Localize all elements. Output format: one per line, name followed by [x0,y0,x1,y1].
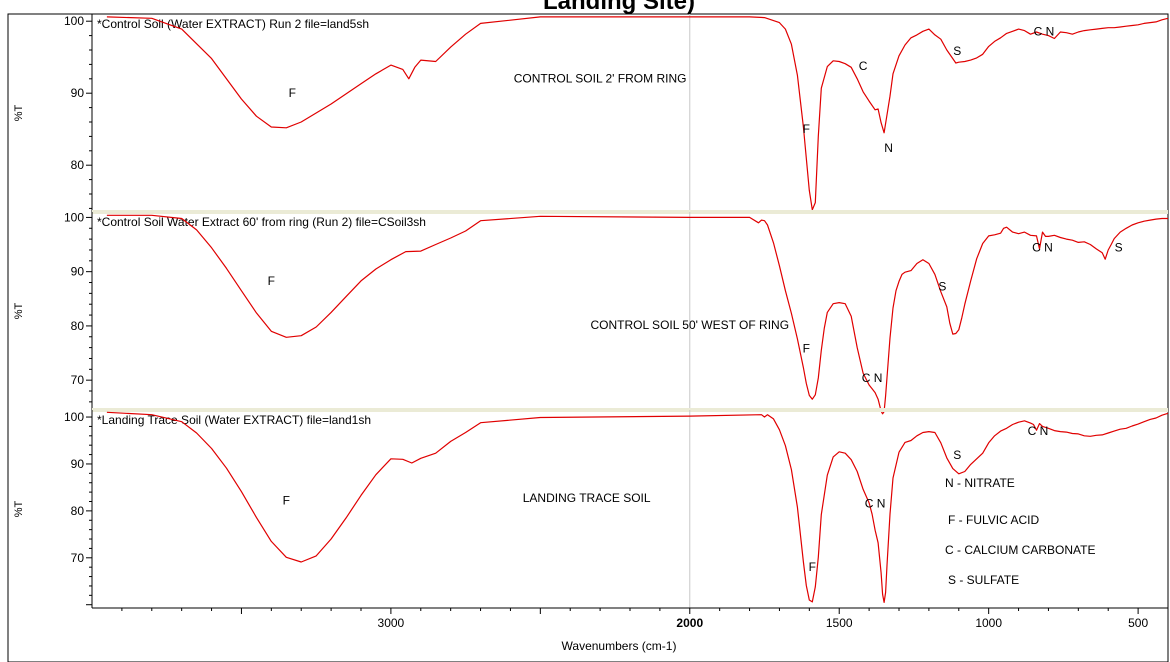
peak-annotation: C [859,59,868,73]
y-tick-label: 100 [64,210,84,224]
panel-landing-trace: 100 90 80 70 %T *Landing Trace Soil (Water EX… [13,408,1169,608]
y-tick-label: 90 [71,457,85,471]
panel-separator [92,408,1168,412]
peak-annotation: S [1115,241,1123,255]
peak-annotation: C N [865,497,886,511]
spectrum-trace [106,214,1168,415]
peak-annotation: S [953,448,961,462]
y-tick-label: 70 [71,373,85,387]
y-tick-label: 80 [71,158,85,172]
peak-annotation: F [283,493,290,507]
peak-annotation: N [884,141,893,155]
peak-annotation: F [289,86,296,100]
peak-annotation: C N [862,371,883,385]
y-tick-label: 100 [64,14,84,28]
chart-border [7,13,1169,662]
peak-annotation: S [938,280,946,294]
chart-title: Landing Site) [543,0,695,15]
spectrum-trace [106,411,1169,604]
y-tick-label: 80 [71,504,85,518]
y-axis-label: %T [13,302,25,319]
y-tick-label: 90 [71,265,85,279]
sample-label: CONTROL SOIL 50' WEST OF RING [591,318,790,332]
peak-annotation: C N [1032,241,1053,255]
panels: 100 90 80 %T *Control Soil (Water EXTRACT) R… [13,14,1169,608]
x-tick-label: 2000 [676,616,703,630]
y-tick-label: 100 [64,410,84,424]
x-tick-label: 1000 [975,616,1002,630]
sample-label: LANDING TRACE SOIL [523,491,651,505]
legend-item: S - SULFATE [948,573,1019,587]
panel-header: *Control Soil Water Extract 60' from rin… [97,215,426,229]
y-tick-label: 90 [71,86,85,100]
x-tick-label: 3000 [378,616,405,630]
legend-item: F - FULVIC ACID [948,513,1039,527]
x-tick-label: 500 [1128,616,1148,630]
panel-header: *Landing Trace Soil (Water EXTRACT) file… [97,413,371,427]
legend: N - NITRATE F - FULVIC ACID C - CALCIUM CA… [945,476,1095,587]
panel-control-50ft: 100 90 80 70 %T *Control Soil Water Extract 6… [13,210,1168,415]
peak-annotation: C N [1034,25,1055,39]
panel-header: *Control Soil (Water EXTRACT) Run 2 file… [97,17,369,31]
chart-frame [7,13,1169,662]
x-axis-label: Wavenumbers (cm-1) [562,639,677,653]
x-tick-label: 1500 [826,616,853,630]
sample-label: CONTROL SOIL 2' FROM RING [514,71,687,85]
peak-annotation: F [268,274,275,288]
peak-annotation: F [803,341,810,355]
legend-item: C - CALCIUM CARBONATE [945,543,1095,557]
y-axis-label: %T [13,500,25,517]
panel-separator [92,210,1168,214]
peak-annotation: F [803,122,810,136]
y-tick-label: 80 [71,319,85,333]
legend-item: N - NITRATE [945,476,1015,490]
spectrum-trace [106,16,1169,211]
peak-annotation: S [953,44,961,58]
peak-annotation: F [809,560,816,574]
panel-control-2ft: 100 90 80 %T *Control Soil (Water EXTRACT) R… [13,14,1169,212]
y-axis-label: %T [13,104,25,121]
y-tick-label: 70 [71,551,85,565]
x-axis: 3000 2000 1500 1000 500 [92,607,1169,630]
peak-annotation: C N [1028,424,1049,438]
